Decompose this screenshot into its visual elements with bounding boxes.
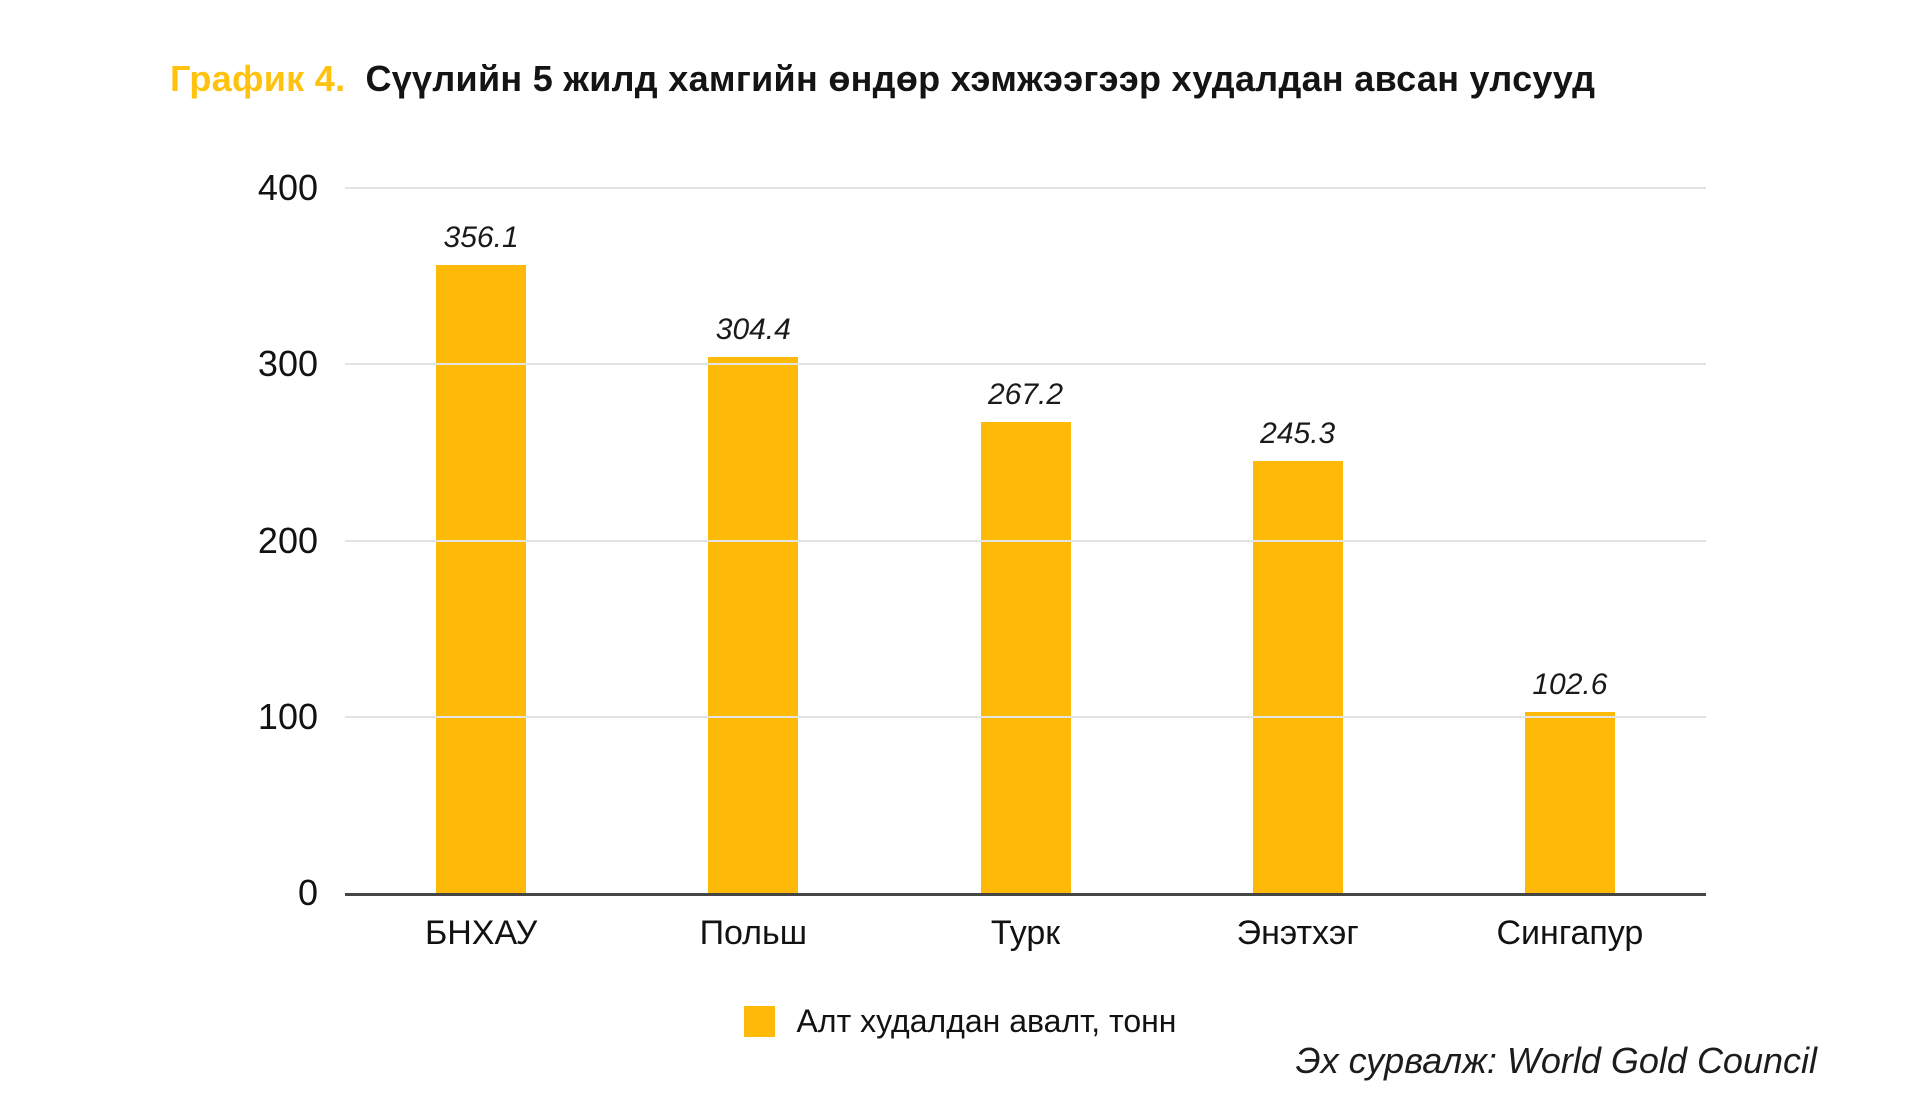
gridline	[345, 539, 1706, 542]
gridline	[345, 715, 1706, 718]
bar	[708, 356, 799, 893]
plot-area: 356.1 304.4 267.2 245.3 102.6	[345, 187, 1706, 896]
bar-value-label: 245.3	[1260, 416, 1336, 450]
bar-value-label: 267.2	[987, 378, 1064, 412]
bar-value-label: 356.1	[443, 221, 519, 255]
y-tick-label: 300	[257, 343, 318, 385]
x-axis-labels: БНХАУ Польш Турк Энэтхэг Сингапур	[345, 914, 1706, 953]
bar-column: 304.4	[617, 188, 889, 893]
y-tick-label: 0	[297, 872, 318, 913]
bar	[980, 422, 1071, 893]
legend-swatch-icon	[743, 1006, 775, 1037]
bar-value-label: 102.6	[1532, 668, 1608, 702]
bar	[436, 265, 527, 893]
y-axis-labels: 0 100 200 300 400	[150, 170, 318, 911]
y-tick-label: 200	[257, 519, 318, 561]
x-axis-label: Польш	[699, 914, 808, 952]
chart-title-text: Сүүлийн 5 жилд хамгийн өндөр хэмжээгээр …	[365, 58, 1596, 99]
legend: Алт худалдан авалт, тонн	[0, 1003, 1920, 1040]
bar	[1524, 712, 1615, 893]
bar-column: 245.3	[1162, 188, 1434, 893]
x-axis-label: Турк	[990, 914, 1061, 952]
gridline	[345, 187, 1706, 189]
x-axis-label: БНХАУ	[424, 914, 538, 952]
legend-label: Алт худалдан авалт, тонн	[796, 1003, 1177, 1039]
x-axis-label: Сингапур	[1496, 914, 1644, 952]
y-tick-label: 400	[257, 167, 318, 208]
bar-value-label: 304.4	[715, 312, 791, 346]
gridline	[345, 363, 1706, 366]
x-axis-label: Энэтхэг	[1236, 914, 1359, 952]
y-tick-label: 100	[257, 695, 318, 737]
bar	[1252, 460, 1343, 893]
source-note: Эх сурвалж: World Gold Council	[1295, 1040, 1817, 1081]
bar-column: 267.2	[889, 188, 1161, 893]
bar-column: 102.6	[1434, 188, 1706, 893]
chart-title: График 4. Сүүлийн 5 жилд хамгийн өндөр х…	[170, 58, 1595, 100]
bars: 356.1 304.4 267.2 245.3 102.6	[345, 188, 1706, 893]
bar-column: 356.1	[345, 188, 617, 893]
chart-title-prefix: График 4.	[170, 58, 346, 99]
